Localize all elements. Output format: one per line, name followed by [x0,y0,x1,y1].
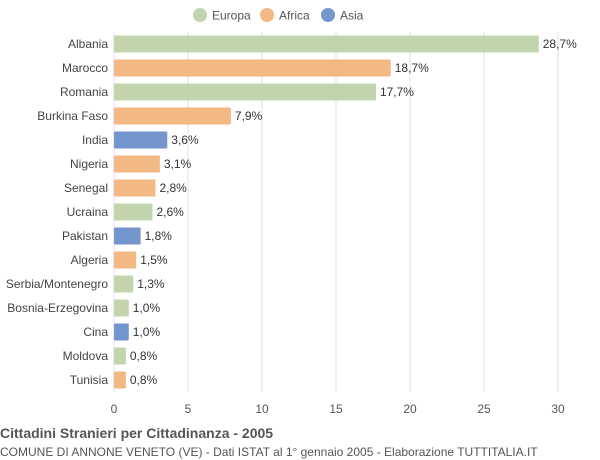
x-tick-label: 20 [403,402,417,416]
data-label: 3,6% [171,133,199,147]
data-label: 3,1% [164,157,192,171]
bar [114,83,376,101]
data-label: 1,0% [133,325,161,339]
x-tick-label: 15 [329,402,343,416]
x-tick-label: 5 [185,402,192,416]
data-label: 0,8% [130,373,158,387]
category-label: Tunisia [70,373,109,387]
bar [114,371,126,389]
category-label: Pakistan [62,229,108,243]
data-label: 1,3% [137,277,165,291]
chart-subtitle: COMUNE DI ANNONE VENETO (VE) - Dati ISTA… [0,445,538,459]
data-label: 0,8% [130,349,158,363]
category-label: India [82,133,108,147]
category-label: Algeria [71,253,109,267]
legend-swatch [193,8,207,22]
category-label: Nigeria [70,157,108,171]
x-tick-label: 0 [111,402,118,416]
data-label: 2,6% [156,205,184,219]
bar [114,179,156,197]
bar [114,131,168,149]
category-label: Albania [68,37,108,51]
legend-swatch [321,8,335,22]
category-label: Ucraina [67,205,109,219]
bar [114,347,126,365]
category-label: Marocco [62,61,108,75]
legend-label: Europa [212,9,251,23]
bar [114,107,231,125]
data-label: 1,8% [145,229,173,243]
category-label: Serbia/Montenegro [6,277,108,291]
data-label: 28,7% [543,37,577,51]
data-label: 7,9% [235,109,263,123]
bar [114,35,539,53]
legend-label: Asia [340,9,364,23]
bar [114,251,137,269]
legend-label: Africa [279,9,310,23]
bar [114,59,391,77]
category-label: Romania [60,85,108,99]
legend-swatch [260,8,274,22]
data-label: 17,7% [380,85,414,99]
x-tick-label: 10 [255,402,269,416]
data-label: 18,7% [395,61,429,75]
category-label: Bosnia-Erzegovina [7,301,108,315]
chart-title: Cittadini Stranieri per Cittadinanza - 2… [0,425,274,441]
bar [114,227,141,245]
bar [114,155,160,173]
category-label: Senegal [64,181,108,195]
bar [114,275,134,293]
category-label: Moldova [63,349,109,363]
category-label: Cina [83,325,108,339]
x-tick-label: 30 [551,402,565,416]
data-label: 1,5% [140,253,168,267]
bar [114,323,129,341]
x-tick-label: 25 [477,402,491,416]
bar [114,203,153,221]
bar [114,299,129,317]
data-label: 2,8% [159,181,187,195]
data-label: 1,0% [133,301,161,315]
category-label: Burkina Faso [37,109,108,123]
